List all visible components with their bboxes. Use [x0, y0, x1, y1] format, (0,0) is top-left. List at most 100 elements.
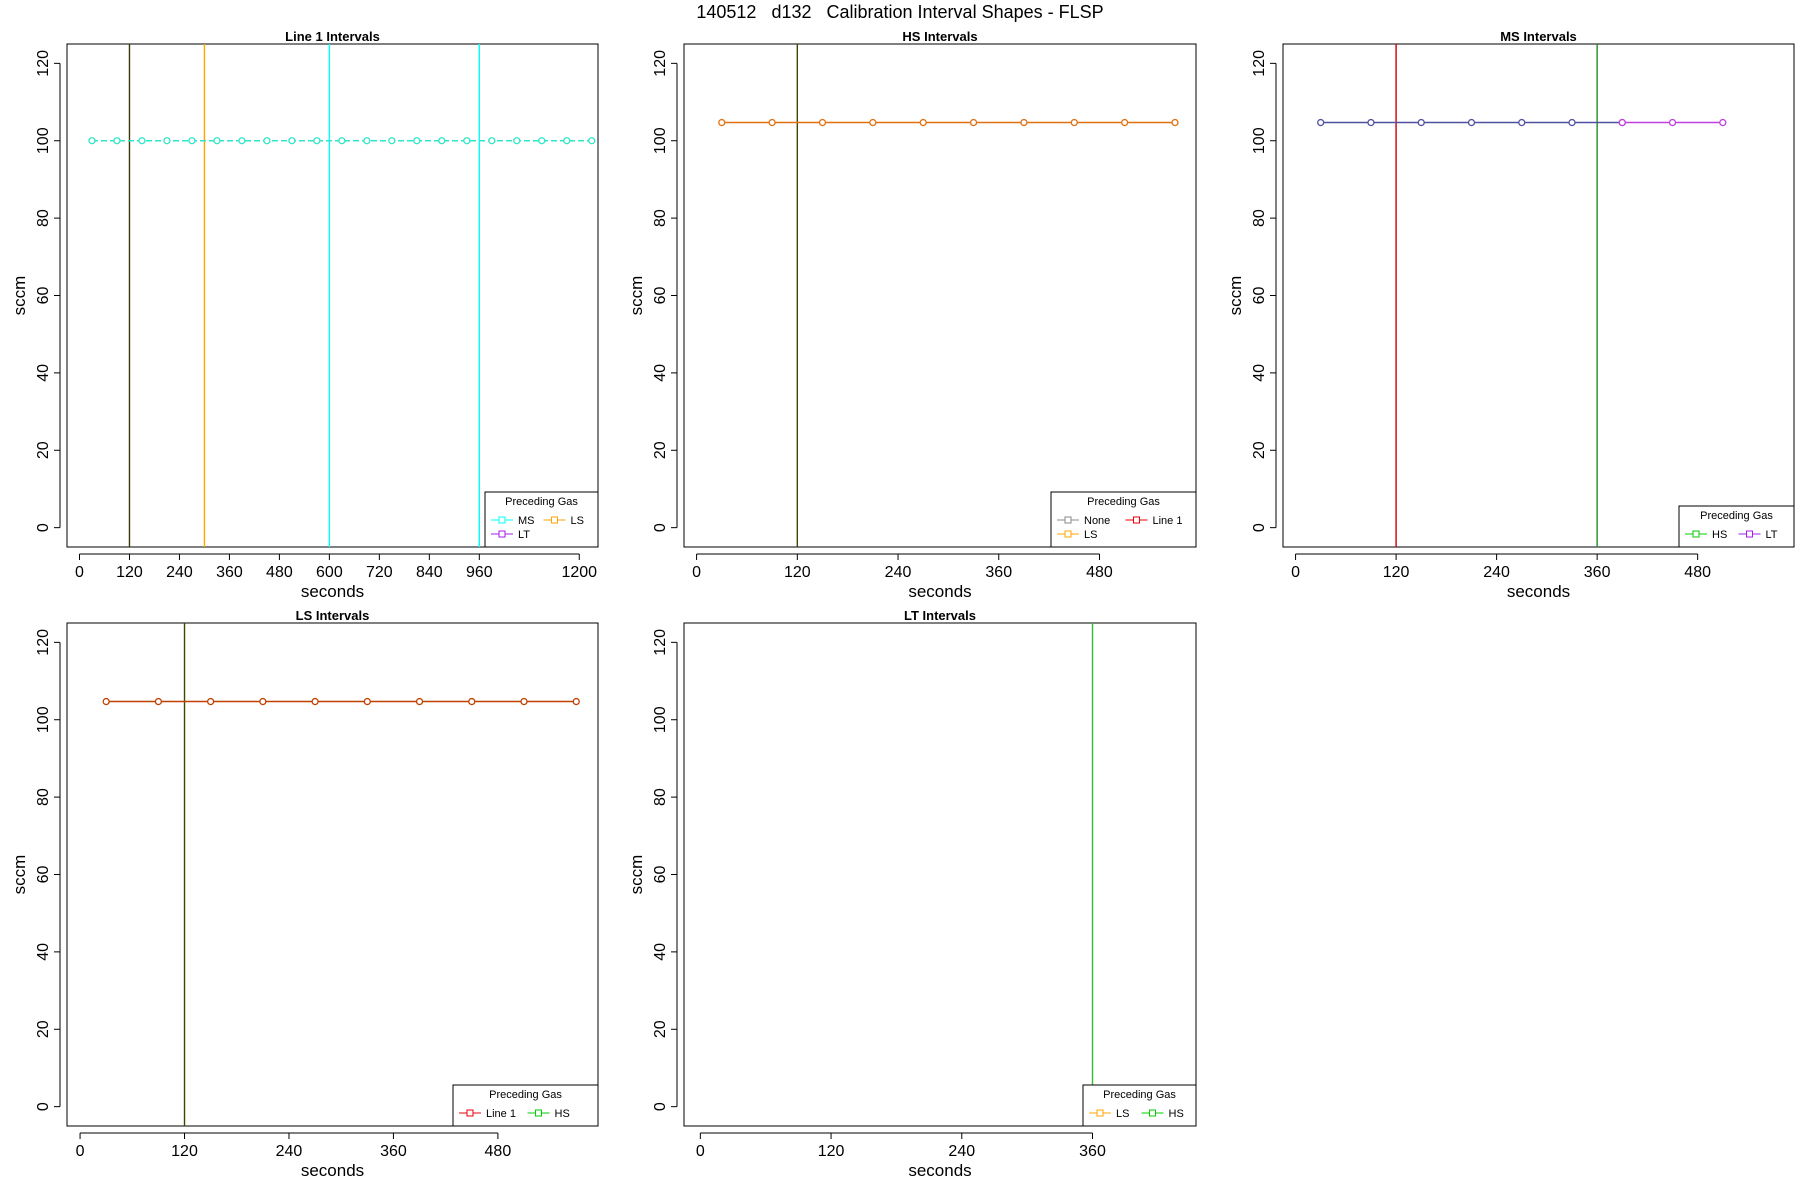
plot-frame — [66, 622, 599, 1127]
legend-title: Preceding Gas — [1103, 1089, 1176, 1101]
data-point — [1719, 118, 1727, 127]
x-axis-label: seconds — [908, 1161, 971, 1180]
plot-frame — [683, 622, 1197, 1127]
y-tick-label: 80 — [652, 209, 669, 227]
y-tick-label: 0 — [652, 523, 669, 532]
legend-box — [1678, 505, 1795, 548]
data-point — [572, 697, 580, 706]
y-tick-label: 0 — [1251, 523, 1268, 532]
y-tick-label: 80 — [35, 209, 52, 227]
x-tick-label: 240 — [885, 564, 912, 581]
legend-key-marker — [551, 516, 558, 524]
x-tick-label: 360 — [380, 1143, 407, 1160]
data-point — [238, 137, 246, 145]
y-tick-label: 20 — [35, 441, 52, 459]
data-point — [311, 697, 319, 706]
data-point — [1020, 118, 1028, 127]
x-tick-label: 240 — [1483, 564, 1510, 581]
x-tick-label: 360 — [216, 564, 243, 581]
data-point — [1367, 118, 1375, 127]
chart-panel: HS Intervals 0 20 40 60 80 100 120 sccm 0 120 240 36… — [627, 29, 1197, 601]
data-point — [513, 137, 521, 145]
chart-title: Line 1 Intervals — [285, 29, 380, 44]
x-tick-label: 120 — [171, 1143, 198, 1160]
plot-frame — [1282, 43, 1795, 548]
plot-area — [88, 44, 596, 547]
y-tick-label: 60 — [1251, 287, 1268, 305]
legend-box — [1082, 1084, 1197, 1127]
plot-area — [1317, 44, 1727, 547]
y-tick-label: 60 — [652, 287, 669, 305]
x-tick-label: 120 — [116, 564, 143, 581]
y-tick-label: 20 — [35, 1020, 52, 1038]
y-tick-label: 120 — [35, 629, 52, 656]
data-point — [520, 697, 528, 706]
data-point — [363, 137, 371, 145]
x-tick-label: 240 — [166, 564, 193, 581]
data-point — [1518, 118, 1526, 127]
x-tick-label: 480 — [266, 564, 293, 581]
legend-box — [452, 1084, 599, 1127]
legend-key-marker — [535, 1109, 542, 1117]
data-point — [1618, 118, 1626, 127]
legend-entry-label: None — [1084, 515, 1110, 527]
chart-title: MS Intervals — [1500, 29, 1577, 44]
legend-key-marker — [1064, 516, 1072, 524]
legend-title: Preceding Gas — [505, 496, 578, 508]
y-tick-label: 0 — [652, 1102, 669, 1111]
data-point — [768, 118, 776, 127]
legend-entry-label: LT — [1766, 529, 1778, 541]
data-point — [338, 137, 346, 145]
legend-entry-label: HS — [1712, 529, 1727, 541]
data-point — [869, 118, 877, 127]
legend-key-marker — [466, 1109, 474, 1117]
chart-panel: Line 1 Intervals 0 20 40 60 80 100 120 sccm 0 120 2… — [10, 29, 599, 601]
y-tick-label: 100 — [652, 706, 669, 733]
data-point — [1417, 118, 1425, 127]
legend-title: Preceding Gas — [1087, 496, 1160, 508]
legend-title: Preceding Gas — [489, 1089, 562, 1101]
y-tick-label: 40 — [1251, 364, 1268, 382]
x-tick-label: 720 — [366, 564, 393, 581]
y-tick-label: 100 — [35, 127, 52, 154]
y-tick-label: 80 — [652, 788, 669, 806]
chart-title: HS Intervals — [902, 29, 977, 44]
chart-panel: MS Intervals 0 20 40 60 80 100 120 sccm 0 120 240 36… — [1226, 29, 1795, 601]
x-tick-label: 480 — [1086, 564, 1113, 581]
y-tick-label: 40 — [652, 943, 669, 961]
y-tick-label: 100 — [652, 127, 669, 154]
legend: Preceding Gas HS LT — [1678, 505, 1795, 548]
data-point — [1568, 118, 1576, 127]
legend-entry-label: LS — [1116, 1108, 1129, 1120]
data-point — [1317, 118, 1325, 127]
y-tick-label: 60 — [35, 866, 52, 884]
legend-key-marker — [1149, 1109, 1156, 1117]
y-axis-label: sccm — [627, 276, 646, 316]
y-tick-label: 20 — [1251, 441, 1268, 459]
x-tick-label: 960 — [466, 564, 493, 581]
y-tick-label: 120 — [35, 50, 52, 77]
chart-panel: LS Intervals 0 20 40 60 80 100 120 sccm 0 120 240 36… — [10, 608, 599, 1180]
y-axis-label: sccm — [10, 855, 29, 895]
legend: Preceding Gas LS HS — [1082, 1084, 1197, 1127]
legend-key-marker — [1746, 530, 1753, 538]
y-tick-label: 100 — [1251, 127, 1268, 154]
data-point — [206, 697, 215, 706]
x-axis-label: seconds — [1507, 582, 1570, 601]
data-point — [1467, 118, 1476, 127]
data-point — [288, 137, 296, 145]
data-point — [263, 137, 271, 145]
x-tick-label: 600 — [316, 564, 343, 581]
plot-frame — [683, 43, 1197, 548]
data-point — [388, 137, 396, 145]
y-tick-label: 20 — [652, 441, 669, 459]
legend: Preceding Gas None Line 1 LS — [1050, 491, 1197, 548]
y-axis-label: sccm — [627, 855, 646, 895]
figure-title: 140512 d132 Calibration Interval Shapes … — [696, 2, 1104, 22]
data-point — [213, 137, 221, 145]
x-tick-label: 1200 — [561, 564, 597, 581]
data-point — [818, 118, 827, 127]
legend-entry-label: HS — [555, 1108, 570, 1120]
data-point — [969, 118, 978, 127]
